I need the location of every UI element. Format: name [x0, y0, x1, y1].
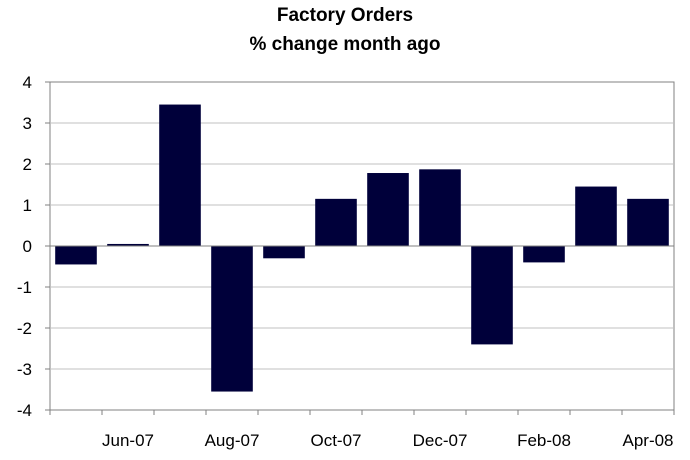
x-tick-label: Jun-07 — [102, 431, 154, 450]
bar-Feb-08 — [523, 246, 565, 263]
bar-Dec-07 — [419, 169, 461, 246]
bar-Jun-07 — [107, 243, 149, 246]
y-tick-label: 0 — [23, 237, 32, 256]
y-tick-label: -4 — [17, 401, 32, 420]
y-tick-label: -1 — [17, 278, 32, 297]
bars — [50, 104, 674, 392]
y-axis-ticks: 4 3 2 1 0 -1 -2 -3 -4 — [17, 73, 50, 420]
y-tick-label: 2 — [23, 155, 32, 174]
y-tick-label: -3 — [17, 360, 32, 379]
y-tick-label: 1 — [23, 196, 32, 215]
bar-Aug-07 — [211, 246, 253, 392]
bar-May-07 — [55, 246, 97, 265]
bar-Nov-07 — [367, 173, 409, 246]
chart-subtitle: % change month ago — [249, 34, 440, 55]
bar-Jan-08 — [471, 246, 513, 345]
x-tick-label: Aug-07 — [205, 431, 260, 450]
y-tick-label: -2 — [17, 319, 32, 338]
bar-Mar-08 — [575, 186, 617, 246]
bar-Sep-07 — [263, 246, 305, 259]
x-tick-label: Apr-08 — [622, 431, 673, 450]
bar-Apr-08 — [627, 198, 669, 246]
x-tick-label: Feb-08 — [517, 431, 571, 450]
chart-title: Factory Orders — [277, 5, 413, 26]
y-tick-label: 4 — [23, 73, 32, 92]
x-tick-label: Dec-07 — [413, 431, 468, 450]
bar-Jul-07 — [159, 104, 201, 246]
bar-Oct-07 — [315, 198, 357, 246]
x-tick-label: Oct-07 — [310, 431, 361, 450]
x-axis-ticks: Jun-07 Aug-07 Oct-07 Dec-07 Feb-08 Apr-08 — [49, 410, 675, 450]
y-tick-label: 3 — [23, 114, 32, 133]
